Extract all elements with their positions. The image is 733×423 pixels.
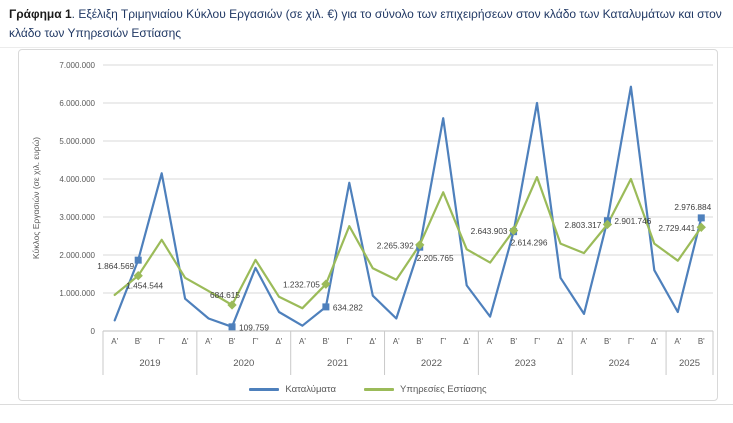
series-line-katalymata <box>113 85 703 328</box>
legend-item-ypiresies-estiasis: Υπηρεσίες Εστίασης <box>364 384 487 395</box>
data-point-marker-diamond <box>321 279 331 289</box>
legend-label-ypiresies-estiasis: Υπηρεσίες Εστίασης <box>400 384 487 395</box>
quarter-tick-label: Δ' <box>276 337 283 346</box>
year-tick-label: 2023 <box>515 358 536 369</box>
data-point-label: 1.454.544 <box>126 281 163 291</box>
data-point-label: 2.901.746 <box>614 216 651 226</box>
ypiresies-estiasis-line-swatch <box>364 388 395 391</box>
year-tick-label: 2025 <box>679 358 700 369</box>
quarter-tick-label: Γ' <box>628 337 634 346</box>
series-line-ypiresies-estiasis <box>113 175 703 310</box>
quarter-tick-label: Β' <box>510 337 517 346</box>
quarter-tick-label: Γ' <box>159 337 165 346</box>
y-axis-title: Κύκλος Εργασιών (σε χιλ. ευρώ) <box>31 137 41 259</box>
year-tick-label: 2024 <box>609 358 630 369</box>
data-point-label: 1.864.569 <box>97 261 134 271</box>
data-point-marker-diamond <box>227 300 237 310</box>
data-point-label: 2.976.884 <box>674 202 711 212</box>
quarter-tick-label: Α' <box>581 337 588 346</box>
chart-legend: Καταλύματα Υπηρεσίες Εστίασης <box>19 384 717 395</box>
data-point-marker-square <box>322 303 330 311</box>
y-tick-label: 5.000.000 <box>59 137 95 146</box>
top-divider <box>0 47 733 48</box>
quarter-tick-label: Α' <box>393 337 400 346</box>
year-tick-label: 2019 <box>139 358 160 369</box>
data-point-label: 2.803.317 <box>565 220 602 230</box>
data-point-label: 2.205.765 <box>417 253 454 263</box>
data-point-marker-diamond <box>696 222 706 232</box>
chart-caption-text: . Εξέλιξη Τριμηνιαίου Κύκλου Εργασιών (σ… <box>9 7 722 40</box>
chart-caption: Γράφημα 1. Εξέλιξη Τριμηνιαίου Κύκλου Ερ… <box>9 5 725 42</box>
quarter-tick-label: Β' <box>135 337 142 346</box>
data-point-label: 109.759 <box>239 322 269 332</box>
quarter-tick-label: Δ' <box>182 337 189 346</box>
y-tick-label: 0 <box>91 327 96 336</box>
quarter-tick-label: Β' <box>416 337 423 346</box>
y-tick-label: 2.000.000 <box>59 251 95 260</box>
year-tick-label: 2020 <box>233 358 254 369</box>
quarter-tick-label: Δ' <box>463 337 470 346</box>
quarter-tick-label: Γ' <box>346 337 352 346</box>
data-point-label: 1.232.705 <box>283 280 320 290</box>
year-tick-label: 2021 <box>327 358 348 369</box>
data-point-marker-diamond <box>415 240 425 250</box>
year-tick-label: 2022 <box>421 358 442 369</box>
data-point-label: 2.643.903 <box>471 226 508 236</box>
y-tick-label: 4.000.000 <box>59 175 95 184</box>
katalymata-line-swatch <box>249 388 280 391</box>
quarter-tick-label: Δ' <box>651 337 658 346</box>
y-tick-label: 6.000.000 <box>59 99 95 108</box>
quarter-tick-label: Α' <box>674 337 681 346</box>
quarter-tick-label: Γ' <box>253 337 259 346</box>
quarter-tick-label: Β' <box>698 337 705 346</box>
chart-caption-number: Γράφημα 1 <box>9 7 72 21</box>
quarter-tick-label: Γ' <box>440 337 446 346</box>
quarter-tick-label: Α' <box>487 337 494 346</box>
quarter-tick-label: Β' <box>604 337 611 346</box>
chart-frame: Α' Β' Γ' Δ' 2019 Α' Β' Γ' Δ' 2020 Α' Β' Γ' Δ' 2021 Α' Β'… <box>18 49 718 401</box>
quarter-tick-label: Γ' <box>534 337 540 346</box>
quarter-tick-label: Δ' <box>557 337 564 346</box>
data-point-marker-square <box>134 256 142 264</box>
data-point-marker-square <box>697 214 705 222</box>
quarter-tick-label: Β' <box>229 337 236 346</box>
data-point-label: 2.729.441 <box>658 223 695 233</box>
data-point-label: 684.615 <box>210 290 240 300</box>
data-point-marker-square <box>228 323 236 331</box>
bottom-divider <box>0 404 733 405</box>
quarter-tick-label: Α' <box>111 337 118 346</box>
data-point-label: 634.282 <box>333 302 363 312</box>
quarterly-turnover-line-chart: Α' Β' Γ' Δ' 2019 Α' Β' Γ' Δ' 2020 Α' Β' Γ' Δ' 2021 Α' Β'… <box>31 61 714 375</box>
legend-label-katalymata: Καταλύματα <box>285 384 337 395</box>
quarter-tick-label: Α' <box>299 337 306 346</box>
legend-item-katalymata: Καταλύματα <box>249 384 336 395</box>
y-tick-label: 1.000.000 <box>59 289 95 298</box>
y-tick-label: 7.000.000 <box>59 61 95 70</box>
y-tick-label: 3.000.000 <box>59 213 95 222</box>
quarter-tick-label: Β' <box>322 337 329 346</box>
data-point-label: 2.614.296 <box>511 238 548 248</box>
data-point-label: 2.265.392 <box>377 240 414 250</box>
quarter-tick-label: Δ' <box>369 337 376 346</box>
quarter-tick-label: Α' <box>205 337 212 346</box>
